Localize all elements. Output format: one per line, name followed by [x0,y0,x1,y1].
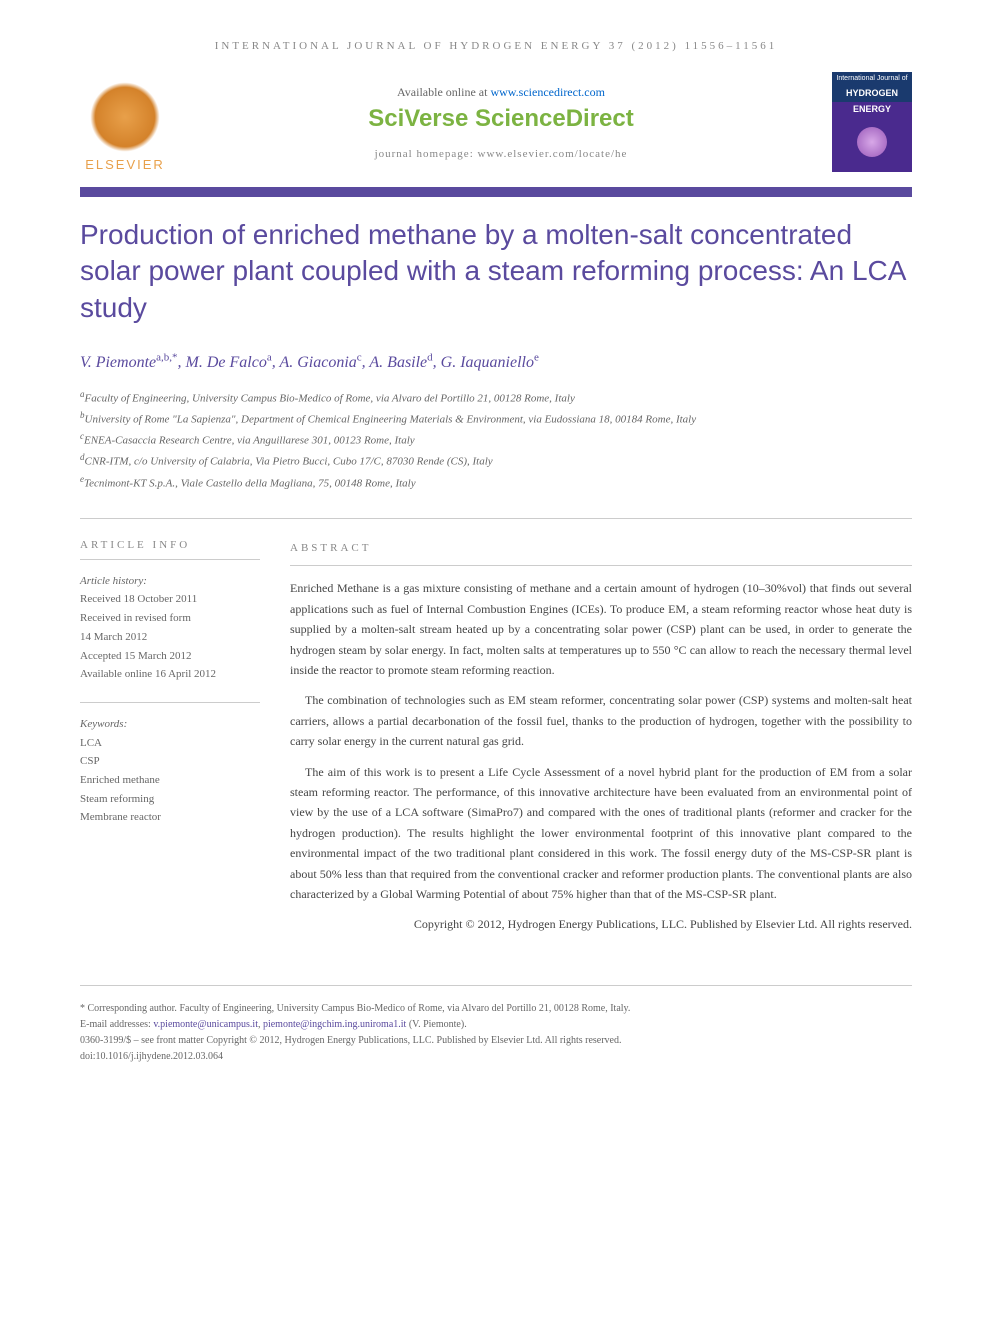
corresponding-label: * Corresponding author. [80,1003,177,1014]
email-label: E-mail addresses: [80,1019,153,1030]
article-info-column: ARTICLE INFO Article history: Received 1… [80,539,260,945]
abstract-paragraph: The combination of technologies such as … [290,690,912,751]
affiliation: eTecnimont-KT S.p.A., Viale Castello del… [80,472,912,493]
history-item: 14 March 2012 [80,628,260,647]
footer-divider [80,985,912,986]
sciencedirect-link[interactable]: www.sciencedirect.com [490,85,605,99]
affiliation: dCNR-ITM, c/o University of Calabria, Vi… [80,450,912,471]
elsevier-logo[interactable]: ELSEVIER [80,72,170,172]
author: A. Giaconiac [279,354,361,371]
title-bar [80,187,912,197]
history-item: Available online 16 April 2012 [80,665,260,684]
keyword-item: Steam reforming [80,790,260,809]
keywords-label: Keywords: [80,715,260,734]
abstract-copyright: Copyright © 2012, Hydrogen Energy Public… [290,914,912,934]
author: A. Basiled [369,354,432,371]
cover-title-line1: International Journal of [832,72,912,85]
email-line: E-mail addresses: v.piemonte@unicampus.i… [80,1017,912,1033]
corresponding-text: Faculty of Engineering, University Campu… [177,1003,630,1014]
abstract-heading: ABSTRACT [290,539,912,567]
affiliation: bUniversity of Rome "La Sapienza", Depar… [80,408,912,429]
elsevier-tree-icon [90,82,160,152]
homepage-text: journal homepage: www.elsevier.com/locat… [190,148,812,160]
affiliation: cENEA-Casaccia Research Centre, via Angu… [80,429,912,450]
article-title: Production of enriched methane by a molt… [80,217,912,326]
issn-line: 0360-3199/$ – see front matter Copyright… [80,1033,912,1049]
abstract-paragraph: Enriched Methane is a gas mixture consis… [290,578,912,680]
content-row: ARTICLE INFO Article history: Received 1… [80,518,912,945]
keyword-item: LCA [80,734,260,753]
header-row: ELSEVIER Available online at www.science… [80,72,912,172]
author: V. Piemontea,b,* [80,354,178,371]
center-header: Available online at www.sciencedirect.co… [170,85,832,160]
footer: * Corresponding author. Faculty of Engin… [80,1001,912,1065]
elsevier-label: ELSEVIER [85,157,165,172]
history-item: Accepted 15 March 2012 [80,647,260,666]
corresponding-author: * Corresponding author. Faculty of Engin… [80,1001,912,1017]
keyword-item: CSP [80,752,260,771]
keyword-item: Membrane reactor [80,808,260,827]
abstract-column: ABSTRACT Enriched Methane is a gas mixtu… [290,539,912,945]
affiliations-list: aFaculty of Engineering, University Camp… [80,387,912,493]
doi-line: doi:10.1016/j.ijhydene.2012.03.064 [80,1049,912,1065]
author: G. Iaquanielloe [441,354,539,371]
history-label: Article history: [80,572,260,591]
cover-graphic-icon [857,127,887,157]
keywords-section: Keywords: LCACSPEnriched methaneSteam re… [80,702,260,827]
available-prefix: Available online at [397,85,490,99]
platform-logo[interactable]: SciVerse ScienceDirect [190,105,812,133]
email-link[interactable]: piemonte@ingchim.ing.uniroma1.it [263,1019,406,1030]
cover-title-line3: ENERGY [832,101,912,117]
journal-header: INTERNATIONAL JOURNAL OF HYDROGEN ENERGY… [80,40,912,52]
author: M. De Falcoa [186,354,272,371]
info-heading: ARTICLE INFO [80,539,260,560]
history-item: Received 18 October 2011 [80,590,260,609]
abstract-paragraph: The aim of this work is to present a Lif… [290,762,912,905]
history-section: Article history: Received 18 October 201… [80,572,260,684]
email-link[interactable]: v.piemonte@unicampus.it [153,1019,258,1030]
keyword-item: Enriched methane [80,771,260,790]
available-text: Available online at www.sciencedirect.co… [190,85,812,100]
cover-title-line2: HYDROGEN [832,85,912,101]
affiliation: aFaculty of Engineering, University Camp… [80,387,912,408]
journal-cover[interactable]: International Journal of HYDROGEN ENERGY [832,72,912,172]
authors-list: V. Piemontea,b,*, M. De Falcoa, A. Giaco… [80,351,912,371]
email-suffix: (V. Piemonte). [406,1019,466,1030]
history-item: Received in revised form [80,609,260,628]
